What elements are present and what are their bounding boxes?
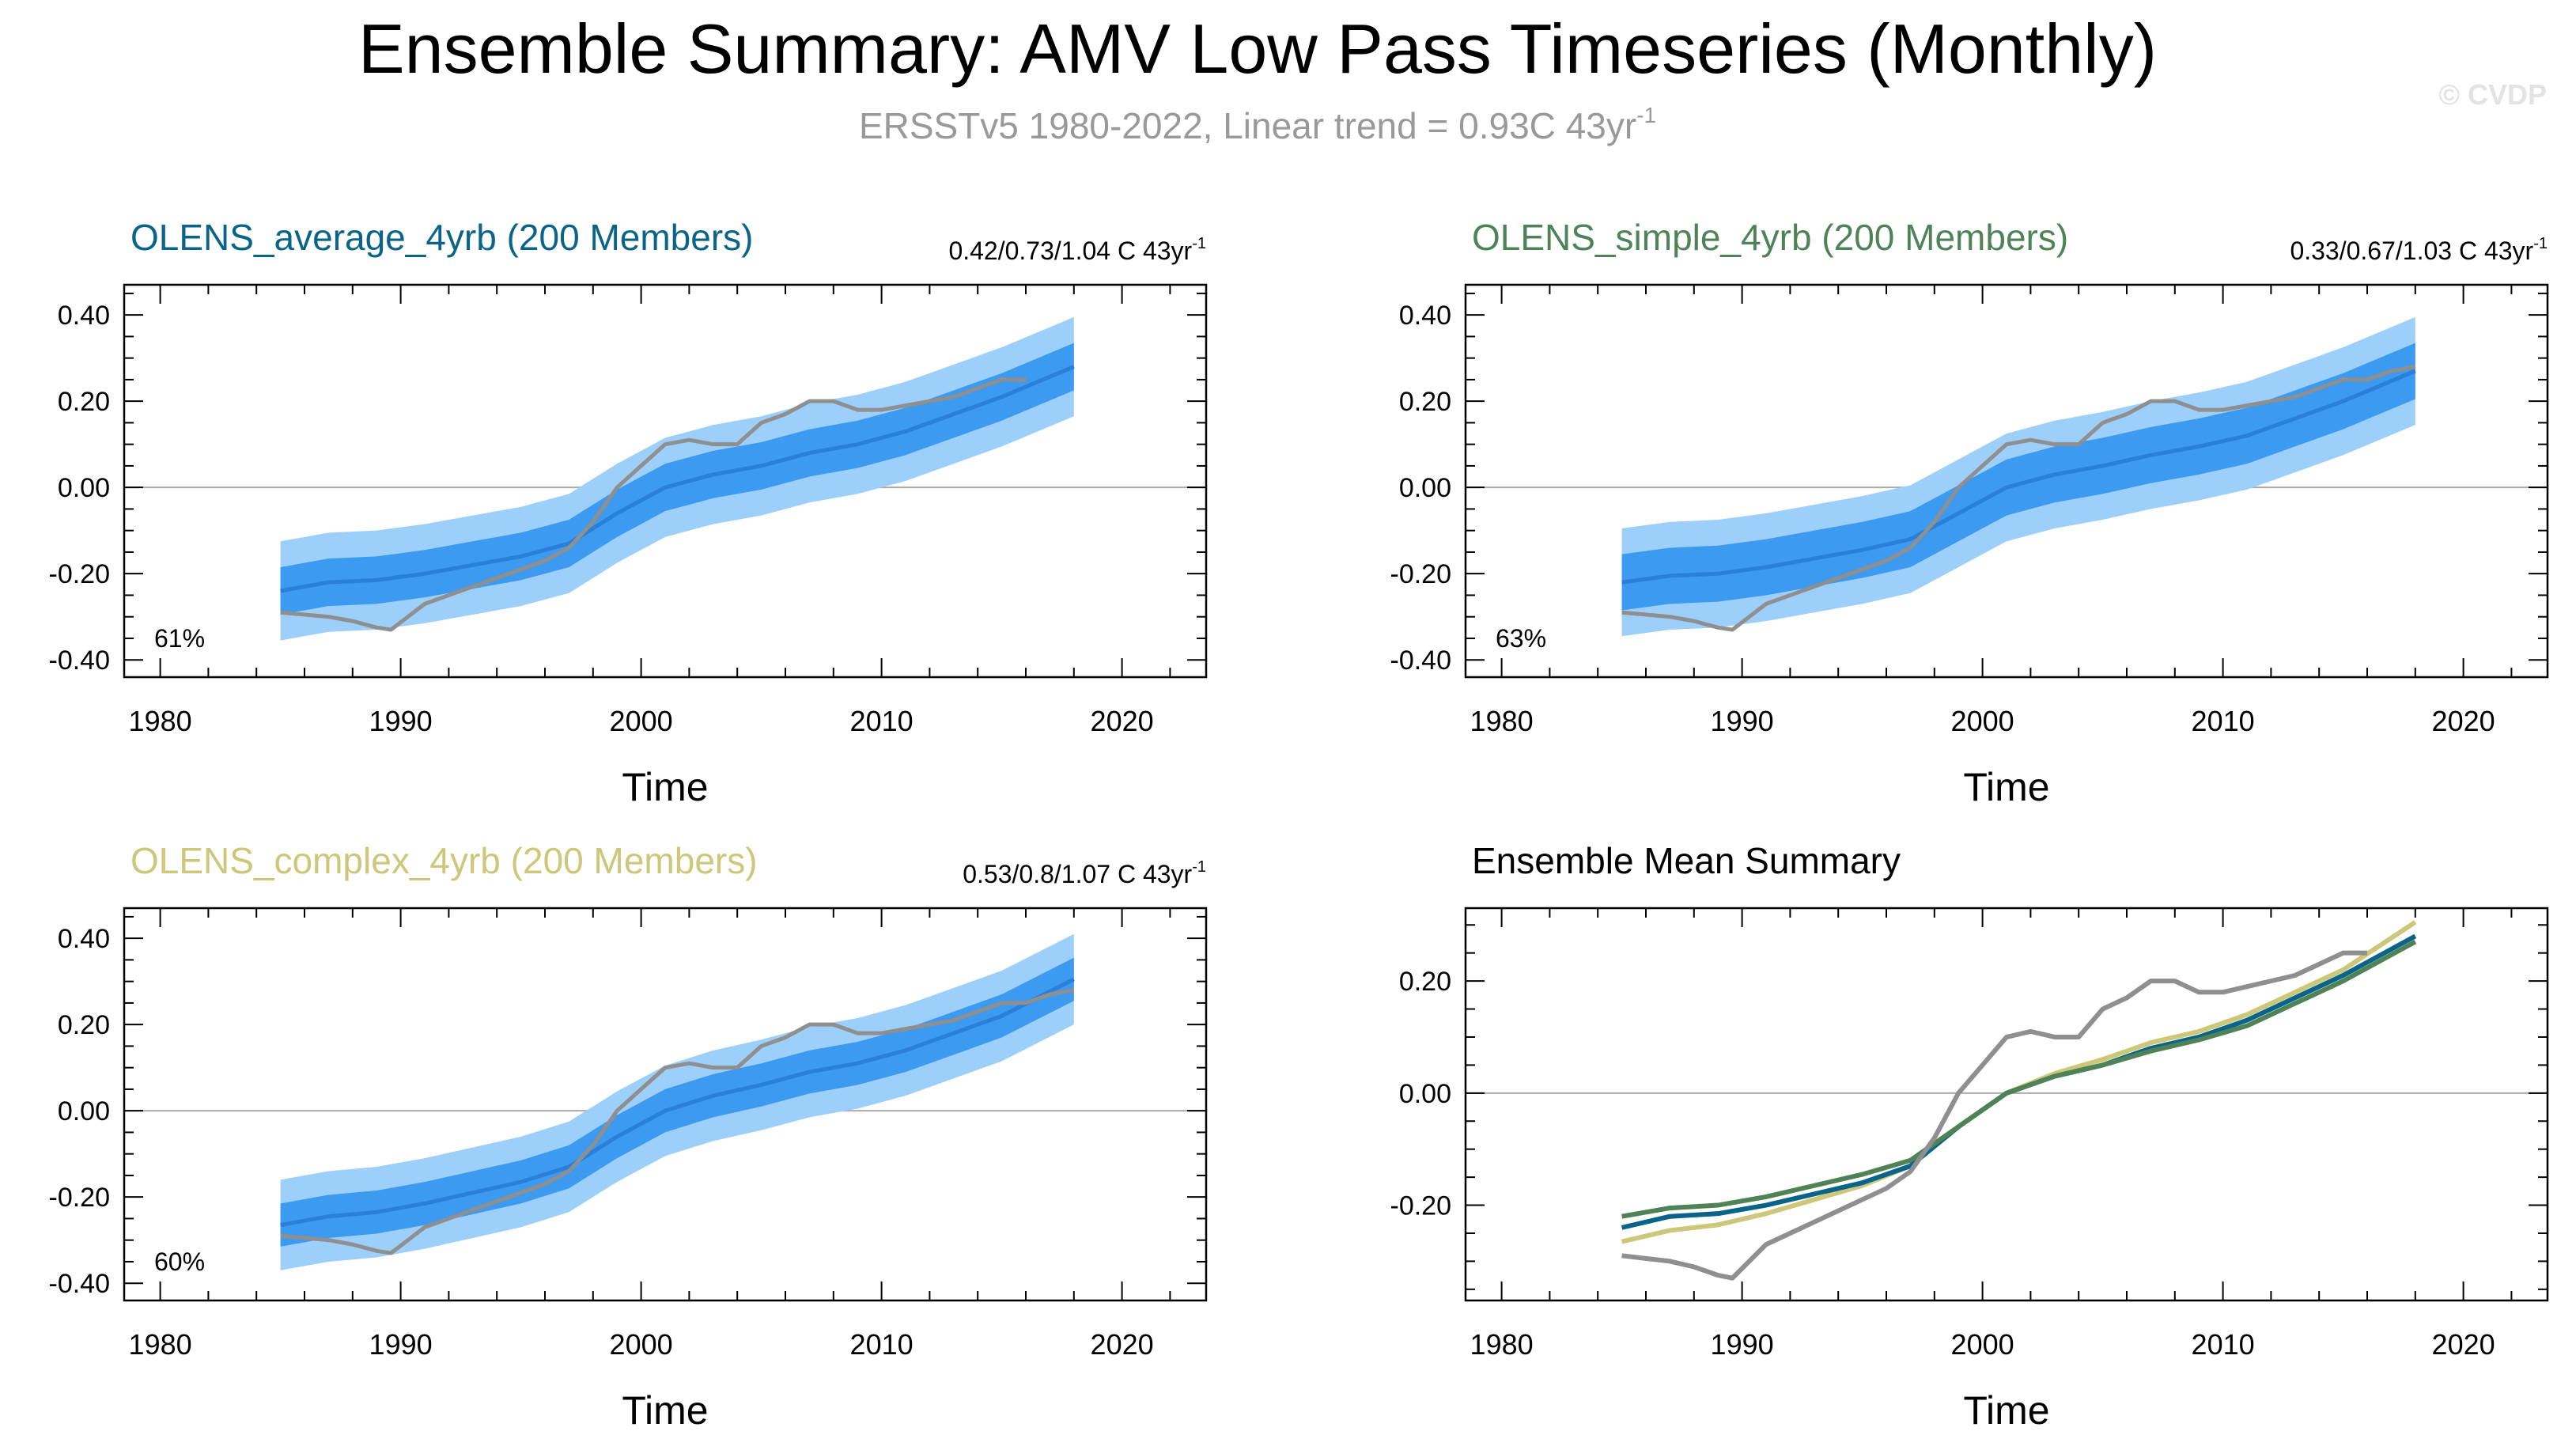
- y-tick-label: 0.40: [58, 301, 110, 331]
- x-tick-label: 1980: [129, 705, 192, 737]
- y-tick-label: 0.40: [1399, 301, 1451, 331]
- panel-average: OLENS_average_4yrb (200 Members) 0.42/0.7…: [49, 217, 1208, 809]
- x-tick-label: 2020: [1091, 1328, 1154, 1361]
- y-tick-label: -0.40: [1390, 645, 1452, 676]
- percent-label: 60%: [154, 1247, 205, 1276]
- y-tick-label: 0.00: [1399, 1079, 1451, 1109]
- x-axis-label: Time: [1963, 1388, 2049, 1433]
- x-axis-label: Time: [1963, 765, 2049, 809]
- y-tick-label: 0.20: [1399, 387, 1451, 417]
- subtitle-exponent: -1: [1636, 103, 1656, 127]
- x-tick-label: 2010: [2192, 705, 2255, 737]
- panels: OLENS_average_4yrb (200 Members) 0.42/0.7…: [49, 217, 2549, 1433]
- x-tick-label: 2000: [1951, 705, 2014, 737]
- x-tick-label: 2020: [1091, 705, 1154, 737]
- trend-label: 0.33/0.67/1.03 C 43yr-1: [2290, 235, 2548, 265]
- x-tick-label: 2010: [850, 705, 914, 737]
- observations-line: [280, 377, 1026, 632]
- y-tick-label: -0.40: [49, 645, 111, 676]
- plot-frame: [123, 283, 1208, 679]
- x-tick-label: 2020: [2432, 1328, 2495, 1361]
- panel-title: OLENS_average_4yrb (200 Members): [131, 217, 753, 258]
- x-tick-label: 2010: [850, 1328, 914, 1361]
- plot-frame: [1464, 907, 2549, 1302]
- percent-label: 63%: [1496, 624, 1546, 653]
- y-tick-label: 0.00: [58, 473, 110, 503]
- trend-label: 0.53/0.8/1.07 C 43yr-1: [963, 858, 1206, 888]
- figure-title: Ensemble Summary: AMV Low Pass Timeserie…: [358, 9, 2157, 88]
- panel-title: OLENS_simple_4yrb (200 Members): [1472, 217, 2068, 258]
- subtitle-main: ERSSTv5 1980-2022, Linear trend = 0.93C …: [859, 105, 1636, 146]
- figure-subtitle: ERSSTv5 1980-2022, Linear trend = 0.93C …: [859, 103, 1656, 146]
- y-tick-label: -0.20: [49, 559, 111, 589]
- ensemble-mean-line: [280, 365, 1075, 593]
- x-axis-label: Time: [622, 765, 708, 809]
- trend-exponent: -1: [1192, 235, 1206, 252]
- inner-band: [280, 343, 1074, 615]
- y-tick-label: 0.20: [1399, 967, 1451, 997]
- trend-label: 0.42/0.73/1.04 C 43yr-1: [948, 235, 1206, 265]
- y-tick-label: 0.20: [58, 1010, 110, 1040]
- x-tick-label: 2000: [610, 705, 673, 737]
- y-tick-label: 0.00: [58, 1096, 110, 1126]
- percent-label: 61%: [154, 624, 205, 653]
- x-tick-label: 1990: [369, 1328, 433, 1361]
- trend-exponent: -1: [1192, 858, 1206, 876]
- ensemble-mean-line: [280, 977, 1075, 1228]
- observations-line: [1621, 365, 2416, 632]
- y-tick-label: -0.20: [1390, 559, 1452, 589]
- trend-exponent: -1: [2533, 235, 2548, 252]
- panel-title: OLENS_complex_4yrb (200 Members): [131, 840, 758, 881]
- panel-simple: OLENS_simple_4yrb (200 Members) 0.33/0.67…: [1390, 217, 2549, 809]
- watermark: © CVDP: [2438, 78, 2547, 111]
- panel-complex: OLENS_complex_4yrb (200 Members) 0.53/0.8…: [49, 840, 1208, 1433]
- x-tick-label: 1990: [369, 705, 433, 737]
- x-tick-label: 1980: [1470, 1328, 1534, 1361]
- inner-band: [280, 957, 1074, 1247]
- x-tick-label: 2000: [610, 1328, 673, 1361]
- x-tick-label: 2000: [1951, 1328, 2014, 1361]
- trend-text: 0.42/0.73/1.04 C 43yr: [948, 237, 1192, 265]
- panel-ensemble-mean: Ensemble Mean Summary -0.20 0.00 0.20 1980 19…: [1390, 840, 2549, 1433]
- x-tick-label: 2010: [2192, 1328, 2255, 1361]
- x-tick-label: 2020: [2432, 705, 2495, 737]
- x-tick-label: 1990: [1711, 705, 1774, 737]
- panel-title: Ensemble Mean Summary: [1472, 840, 1901, 881]
- trend-text: 0.33/0.67/1.03 C 43yr: [2290, 237, 2533, 265]
- observations-line: [280, 988, 1075, 1255]
- ensemble-mean-line: [1621, 369, 2416, 585]
- y-tick-label: -0.20: [1390, 1191, 1452, 1221]
- y-tick-label: 0.20: [58, 387, 110, 417]
- plot-frame: [123, 907, 1208, 1302]
- y-tick-label: 0.40: [58, 924, 110, 954]
- x-tick-label: 1980: [129, 1328, 192, 1361]
- trend-text: 0.53/0.8/1.07 C 43yr: [963, 860, 1192, 888]
- x-axis-label: Time: [622, 1388, 708, 1433]
- plot-frame: [1464, 283, 2549, 679]
- series-line-ERSSTv5: [1621, 950, 2367, 1281]
- inner-band: [1621, 343, 2415, 611]
- y-tick-label: -0.40: [49, 1269, 111, 1299]
- y-tick-label: 0.00: [1399, 473, 1451, 503]
- x-tick-label: 1990: [1711, 1328, 1774, 1361]
- y-tick-label: -0.20: [49, 1183, 111, 1213]
- series-line-OLENS_simple_4yrb: [1621, 939, 2417, 1219]
- x-tick-label: 1980: [1470, 705, 1534, 737]
